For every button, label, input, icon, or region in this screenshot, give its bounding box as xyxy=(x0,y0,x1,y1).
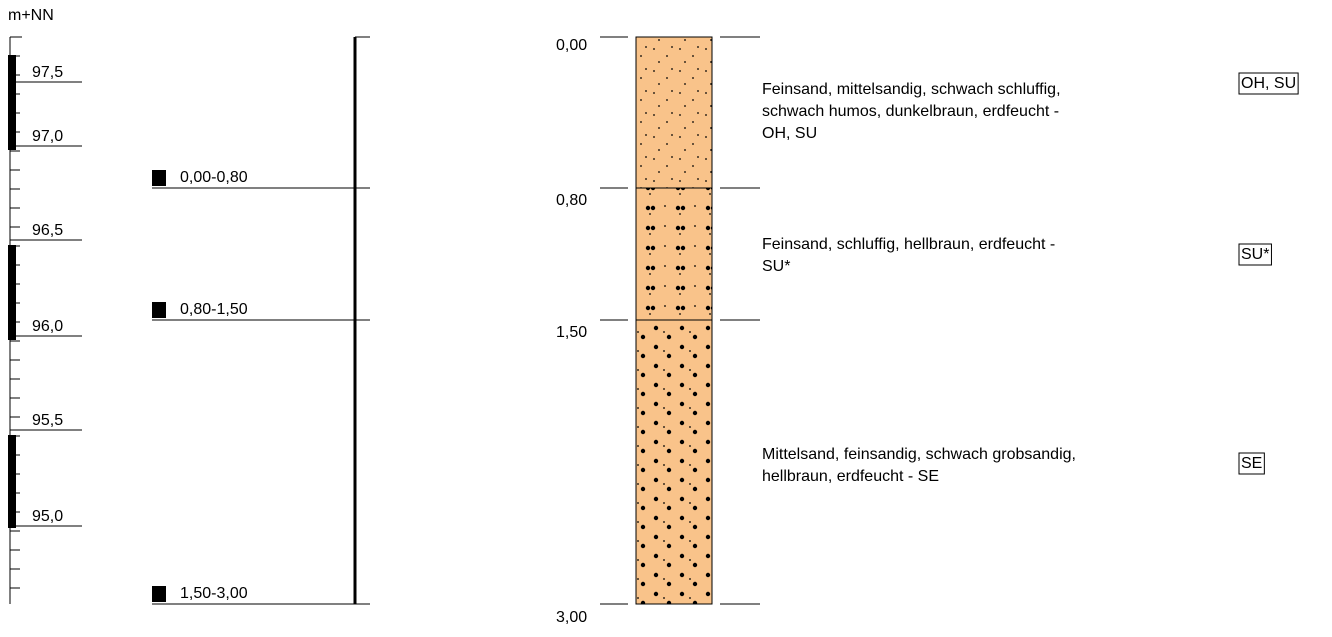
depth-label: 1,50 xyxy=(556,324,587,341)
depth-label: 0,80 xyxy=(556,192,587,209)
layer-description: SU* xyxy=(762,258,790,275)
page: m+NN 97,5 97,0 96,5 96,0 95,5 95,0 0,00-0,80 0,… xyxy=(0,0,1332,637)
layer-pattern xyxy=(636,320,712,604)
sample-label: 0,80-1,50 xyxy=(180,301,248,318)
sample-marker xyxy=(152,586,166,602)
borehole-log: m+NN 97,5 97,0 96,5 96,0 95,5 95,0 0,00-0,80 0,… xyxy=(0,0,1332,632)
layer-description: Feinsand, mittelsandig, schwach schluffi… xyxy=(762,81,1061,98)
layer-code: SU* xyxy=(1241,246,1269,263)
layer-description: Feinsand, schluffig, hellbraun, erdfeuch… xyxy=(762,236,1055,253)
scale-label: 97,0 xyxy=(32,128,63,145)
sample-marker xyxy=(152,170,166,186)
scale-label: 95,5 xyxy=(32,412,63,429)
layer-description: OH, SU xyxy=(762,125,817,142)
scale-label: 96,5 xyxy=(32,222,63,239)
layer-description: Mittelsand, feinsandig, schwach grobsand… xyxy=(762,446,1076,463)
layer-code: SE xyxy=(1241,455,1262,472)
scale-bar xyxy=(8,435,16,528)
layer-pattern xyxy=(636,188,712,320)
sample-label: 1,50-3,00 xyxy=(180,585,248,602)
scale-bar xyxy=(8,55,16,150)
layer-description: hellbraun, erdfeucht - SE xyxy=(762,468,939,485)
scale-label: 96,0 xyxy=(32,318,63,335)
layer-pattern xyxy=(636,37,712,188)
depth-label: 3,00 xyxy=(556,609,587,626)
layer-code: OH, SU xyxy=(1241,75,1296,92)
depth-label: 0,00 xyxy=(556,37,587,54)
scale-label: 97,5 xyxy=(32,64,63,81)
layer-description: schwach humos, dunkelbraun, erdfeucht - xyxy=(762,103,1059,120)
scale-bar xyxy=(8,245,16,340)
sample-label: 0,00-0,80 xyxy=(180,169,248,186)
sample-marker xyxy=(152,302,166,318)
unit-label: m+NN xyxy=(8,7,54,24)
scale-label: 95,0 xyxy=(32,508,63,525)
